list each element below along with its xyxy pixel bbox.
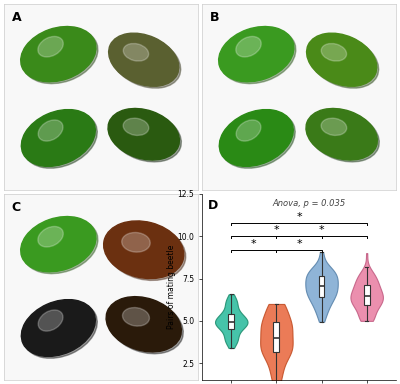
Ellipse shape xyxy=(219,26,294,82)
Text: *: * xyxy=(296,212,302,222)
Ellipse shape xyxy=(110,35,181,88)
Ellipse shape xyxy=(38,227,63,247)
Ellipse shape xyxy=(21,109,95,166)
Ellipse shape xyxy=(23,218,98,274)
Text: *: * xyxy=(251,239,257,249)
PathPatch shape xyxy=(319,276,324,298)
Text: *: * xyxy=(296,239,302,249)
Text: *: * xyxy=(274,225,279,235)
Ellipse shape xyxy=(38,36,63,57)
Ellipse shape xyxy=(106,223,186,280)
Ellipse shape xyxy=(23,301,97,358)
Ellipse shape xyxy=(306,33,377,86)
Ellipse shape xyxy=(220,28,296,84)
Ellipse shape xyxy=(21,300,95,356)
Ellipse shape xyxy=(38,120,63,141)
Ellipse shape xyxy=(306,108,377,160)
Ellipse shape xyxy=(108,108,180,160)
Ellipse shape xyxy=(23,28,98,84)
Ellipse shape xyxy=(236,120,261,141)
Text: A: A xyxy=(12,11,21,24)
Ellipse shape xyxy=(122,232,150,252)
Ellipse shape xyxy=(236,36,261,57)
Ellipse shape xyxy=(123,118,149,136)
Ellipse shape xyxy=(106,297,181,352)
Ellipse shape xyxy=(321,118,347,136)
Y-axis label: Pairs of mating beetle: Pairs of mating beetle xyxy=(167,245,176,329)
Ellipse shape xyxy=(123,43,149,61)
Text: D: D xyxy=(208,199,218,212)
PathPatch shape xyxy=(364,285,370,305)
Ellipse shape xyxy=(109,33,179,86)
Ellipse shape xyxy=(38,310,63,331)
Text: *: * xyxy=(319,225,324,235)
PathPatch shape xyxy=(274,321,279,353)
Ellipse shape xyxy=(23,111,97,168)
Ellipse shape xyxy=(104,221,184,278)
Ellipse shape xyxy=(321,43,346,61)
Ellipse shape xyxy=(219,109,293,166)
Ellipse shape xyxy=(221,111,295,168)
Ellipse shape xyxy=(110,110,181,162)
Text: B: B xyxy=(210,11,219,24)
Ellipse shape xyxy=(21,26,96,82)
Ellipse shape xyxy=(122,308,150,326)
Text: Anova, p = 0.035: Anova, p = 0.035 xyxy=(272,199,345,209)
Ellipse shape xyxy=(21,217,96,272)
Text: C: C xyxy=(12,201,21,214)
Ellipse shape xyxy=(308,110,379,162)
Ellipse shape xyxy=(308,35,379,88)
PathPatch shape xyxy=(228,314,234,329)
Ellipse shape xyxy=(108,298,183,354)
